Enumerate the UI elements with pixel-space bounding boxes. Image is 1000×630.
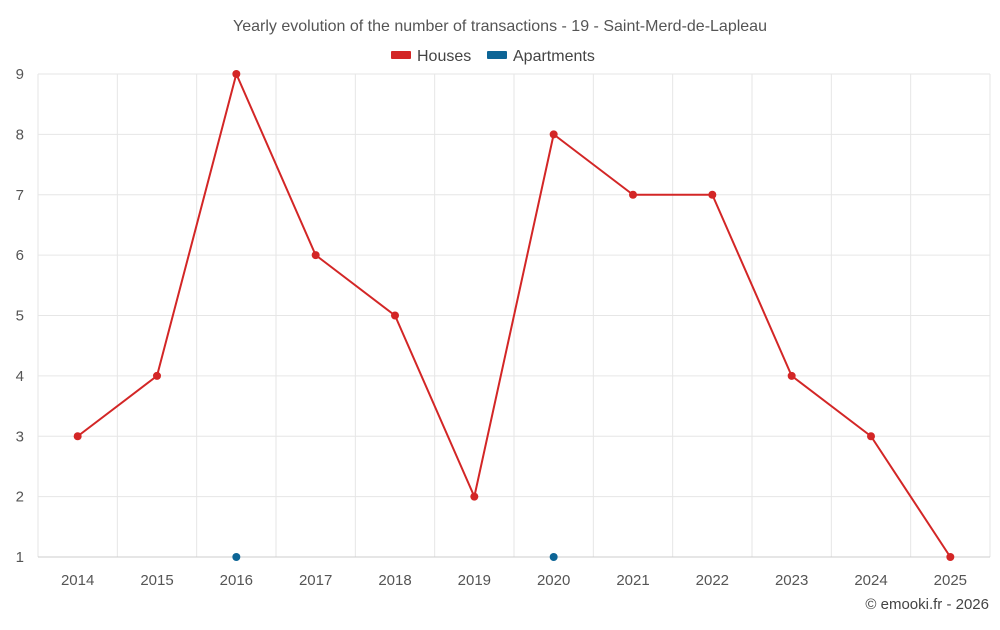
data-point-houses[interactable] bbox=[787, 371, 796, 380]
data-point-houses[interactable] bbox=[470, 492, 479, 501]
x-tick-label: 2017 bbox=[299, 572, 332, 589]
y-tick-label: 4 bbox=[16, 368, 24, 385]
data-point-houses[interactable] bbox=[946, 553, 955, 561]
credit-text: © emooki.fr - 2026 bbox=[865, 596, 989, 613]
legend-item-houses[interactable]: Houses bbox=[391, 48, 471, 65]
legend-swatch-apartments bbox=[487, 51, 507, 59]
legend-swatch-houses bbox=[391, 51, 411, 59]
x-tick-label: 2014 bbox=[61, 572, 94, 589]
x-tick-label: 2019 bbox=[458, 572, 491, 589]
y-tick-label: 2 bbox=[16, 489, 24, 506]
y-tick-label: 8 bbox=[16, 126, 24, 143]
x-tick-label: 2016 bbox=[220, 572, 253, 589]
y-tick-label: 3 bbox=[16, 428, 24, 445]
x-tick-label: 2020 bbox=[537, 572, 570, 589]
data-point-houses[interactable] bbox=[549, 130, 558, 139]
data-point-apartments[interactable] bbox=[549, 553, 558, 561]
x-tick-label: 2024 bbox=[854, 572, 887, 589]
x-tick-label: 2015 bbox=[140, 572, 173, 589]
legend-label-houses: Houses bbox=[417, 48, 471, 65]
legend-item-apartments[interactable]: Apartments bbox=[487, 48, 595, 65]
series-line-houses bbox=[77, 73, 952, 558]
legend: Houses Apartments bbox=[391, 48, 595, 65]
data-point-houses[interactable] bbox=[311, 251, 320, 260]
data-point-houses[interactable] bbox=[232, 70, 241, 78]
y-tick-label: 7 bbox=[16, 187, 24, 204]
data-point-apartments[interactable] bbox=[232, 553, 241, 561]
axes: 1 2 3 4 5 6 7 8 9 2014 2015 2016 2017 2018 2019 2020 202… bbox=[16, 66, 990, 589]
y-tick-label: 9 bbox=[16, 66, 24, 83]
y-tick-label: 1 bbox=[16, 549, 24, 566]
x-tick-label: 2018 bbox=[378, 572, 411, 589]
data-point-houses[interactable] bbox=[73, 432, 82, 441]
x-tick-label: 2025 bbox=[934, 572, 967, 589]
data-point-houses[interactable] bbox=[391, 311, 399, 320]
y-tick-label: 5 bbox=[16, 308, 24, 325]
data-point-houses[interactable] bbox=[867, 432, 875, 441]
grid bbox=[37, 73, 991, 558]
x-tick-label: 2021 bbox=[616, 572, 649, 589]
x-tick-label: 2022 bbox=[696, 572, 729, 589]
chart-title: Yearly evolution of the number of transa… bbox=[233, 18, 767, 35]
data-point-houses[interactable] bbox=[708, 190, 717, 199]
x-tick-label: 2023 bbox=[775, 572, 808, 589]
data-point-houses[interactable] bbox=[153, 371, 161, 380]
legend-label-apartments: Apartments bbox=[513, 48, 595, 65]
data-point-houses[interactable] bbox=[629, 190, 637, 199]
series bbox=[73, 70, 955, 561]
y-tick-label: 6 bbox=[16, 247, 24, 264]
